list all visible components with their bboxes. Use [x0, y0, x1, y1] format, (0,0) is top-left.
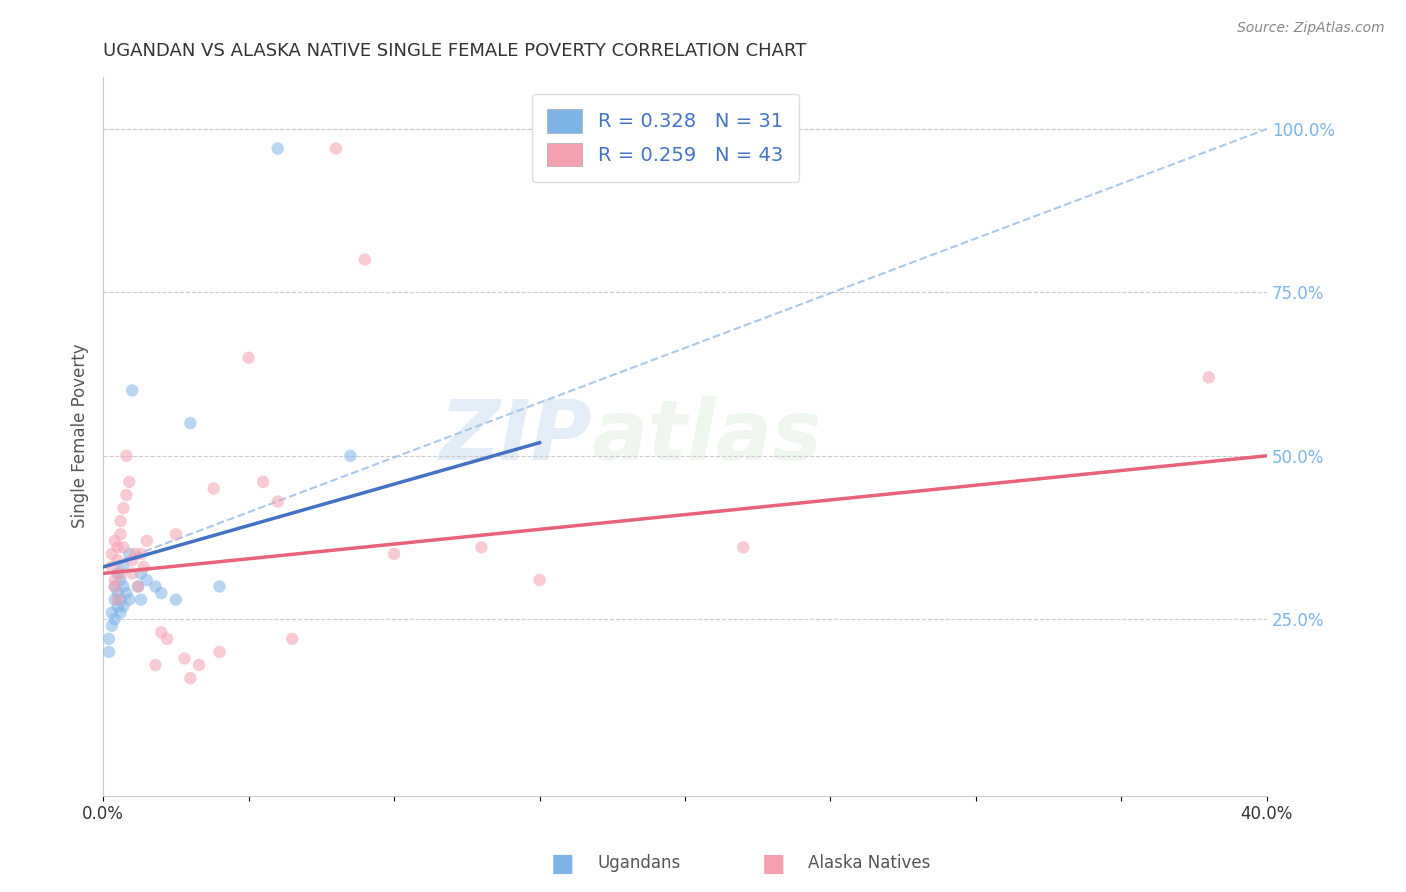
- Point: [179, 671, 201, 685]
- Point: [104, 580, 127, 594]
- Point: [281, 632, 304, 646]
- Point: [132, 560, 155, 574]
- Point: [115, 488, 138, 502]
- Point: [208, 645, 231, 659]
- Point: [252, 475, 274, 489]
- Point: [173, 651, 195, 665]
- Point: [112, 541, 135, 555]
- Text: Alaska Natives: Alaska Natives: [808, 855, 931, 872]
- Point: [110, 566, 132, 581]
- Point: [101, 560, 124, 574]
- Point: [112, 580, 135, 594]
- Point: [165, 592, 187, 607]
- Point: [127, 580, 149, 594]
- Y-axis label: Single Female Poverty: Single Female Poverty: [72, 343, 89, 528]
- Point: [135, 573, 157, 587]
- Point: [529, 573, 551, 587]
- Point: [188, 658, 211, 673]
- Point: [104, 573, 127, 587]
- Point: [118, 592, 141, 607]
- Legend: R = 0.328   N = 31, R = 0.259   N = 43: R = 0.328 N = 31, R = 0.259 N = 43: [531, 94, 799, 182]
- Point: [104, 612, 127, 626]
- Point: [127, 580, 149, 594]
- Point: [97, 632, 120, 646]
- Point: [110, 606, 132, 620]
- Point: [145, 580, 167, 594]
- Point: [238, 351, 260, 365]
- Text: Ugandans: Ugandans: [598, 855, 681, 872]
- Point: [124, 547, 146, 561]
- Point: [115, 449, 138, 463]
- Point: [107, 586, 129, 600]
- Point: [107, 599, 129, 614]
- Text: Source: ZipAtlas.com: Source: ZipAtlas.com: [1237, 21, 1385, 35]
- Text: ■: ■: [762, 852, 785, 875]
- Point: [382, 547, 405, 561]
- Point: [202, 482, 225, 496]
- Point: [129, 566, 152, 581]
- Point: [325, 141, 347, 155]
- Point: [121, 566, 143, 581]
- Point: [135, 533, 157, 548]
- Point: [121, 553, 143, 567]
- Point: [110, 527, 132, 541]
- Point: [107, 553, 129, 567]
- Point: [1198, 370, 1220, 384]
- Point: [104, 580, 127, 594]
- Text: UGANDAN VS ALASKA NATIVE SINGLE FEMALE POVERTY CORRELATION CHART: UGANDAN VS ALASKA NATIVE SINGLE FEMALE P…: [103, 42, 807, 60]
- Point: [112, 560, 135, 574]
- Point: [112, 599, 135, 614]
- Point: [118, 547, 141, 561]
- Point: [121, 384, 143, 398]
- Point: [267, 141, 290, 155]
- Text: ZIP: ZIP: [439, 396, 592, 476]
- Point: [179, 416, 201, 430]
- Point: [129, 547, 152, 561]
- Point: [104, 533, 127, 548]
- Point: [339, 449, 361, 463]
- Point: [165, 527, 187, 541]
- Point: [115, 586, 138, 600]
- Point: [101, 606, 124, 620]
- Point: [110, 514, 132, 528]
- Point: [110, 573, 132, 587]
- Point: [110, 592, 132, 607]
- Point: [208, 580, 231, 594]
- Point: [112, 501, 135, 516]
- Point: [129, 592, 152, 607]
- Point: [107, 541, 129, 555]
- Point: [470, 541, 492, 555]
- Point: [104, 592, 127, 607]
- Point: [267, 494, 290, 508]
- Point: [156, 632, 179, 646]
- Point: [118, 475, 141, 489]
- Point: [107, 566, 129, 581]
- Point: [101, 619, 124, 633]
- Text: atlas: atlas: [592, 396, 823, 476]
- Point: [145, 658, 167, 673]
- Text: ■: ■: [551, 852, 574, 875]
- Point: [150, 586, 173, 600]
- Point: [97, 645, 120, 659]
- Point: [101, 547, 124, 561]
- Point: [354, 252, 377, 267]
- Point: [733, 541, 755, 555]
- Point: [107, 592, 129, 607]
- Point: [150, 625, 173, 640]
